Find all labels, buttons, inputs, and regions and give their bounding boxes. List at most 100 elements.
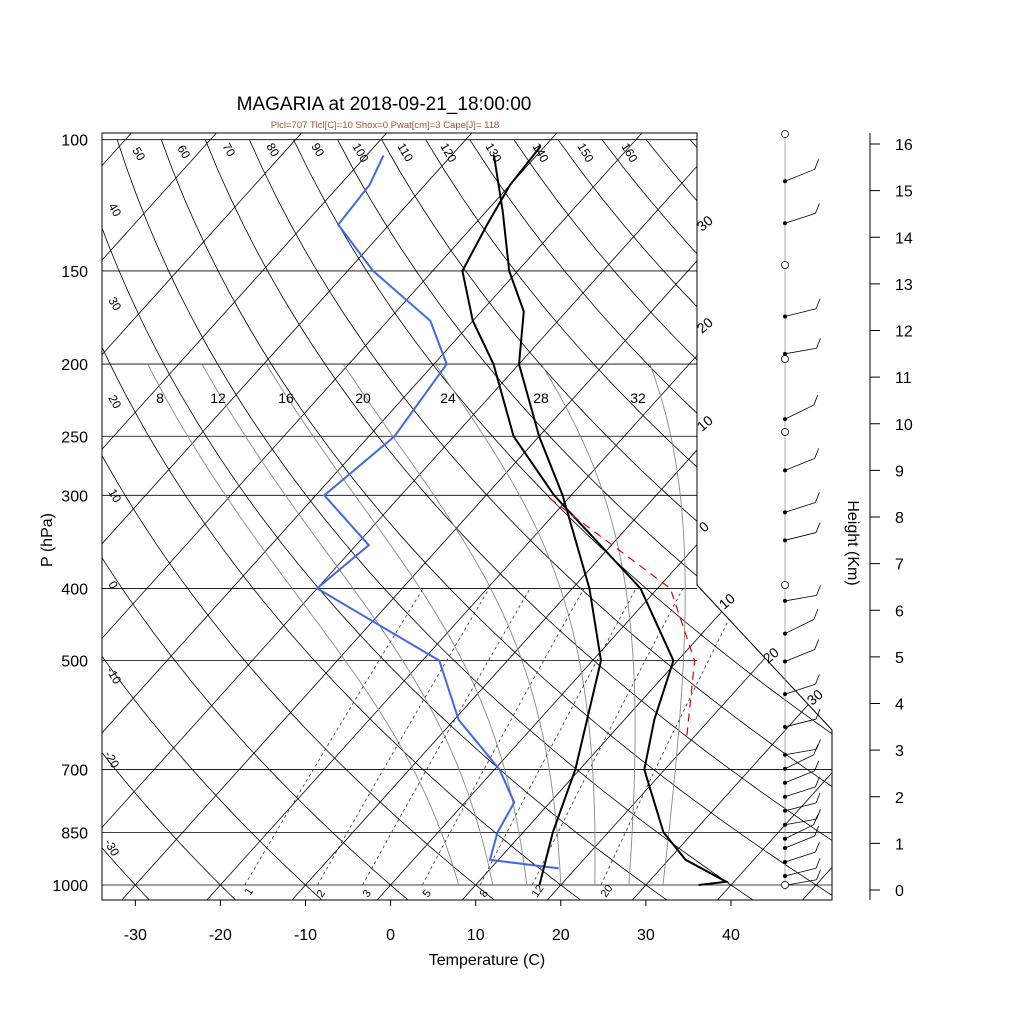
calm-wind-circle bbox=[781, 261, 789, 269]
mixing-ratio-label: 3 bbox=[361, 888, 374, 900]
height-tick-label: 13 bbox=[895, 277, 913, 294]
temperature-tick-label: 0 bbox=[386, 927, 395, 944]
moist-adiabat-line bbox=[147, 363, 460, 886]
wind-barb bbox=[784, 748, 817, 756]
wind-barb-flag bbox=[815, 492, 820, 503]
wind-barb-flag bbox=[815, 858, 821, 869]
wind-barb bbox=[784, 404, 814, 420]
moist-adiabat-label: 20 bbox=[355, 390, 371, 406]
temperature-tick-label: 20 bbox=[552, 927, 570, 944]
wind-barb bbox=[784, 649, 815, 662]
wind-barb-flag bbox=[814, 448, 820, 459]
isotherm-line bbox=[546, 133, 832, 900]
parcel-line bbox=[493, 155, 603, 886]
height-tick-label: 16 bbox=[895, 137, 913, 154]
temperature-tick-label: 10 bbox=[467, 927, 485, 944]
sounding-series bbox=[315, 145, 730, 886]
dry-adiabat-line bbox=[513, 139, 832, 900]
x-axis-label: Temperature (C) bbox=[429, 952, 545, 969]
isotherm-line bbox=[631, 133, 832, 900]
moist-adiabat-label: 24 bbox=[440, 390, 456, 406]
dry-adiabat-line bbox=[293, 139, 832, 900]
height-tick-label: 6 bbox=[895, 603, 904, 620]
wind-barb-flag bbox=[814, 825, 820, 837]
moist-adiabat-line bbox=[201, 363, 494, 886]
wind-barb-flag bbox=[816, 739, 821, 750]
dry-adiabat-line bbox=[425, 139, 832, 900]
pressure-tick-label: 200 bbox=[61, 357, 88, 374]
wind-barb-flag bbox=[814, 639, 820, 650]
mixing-ratio-label: 1 bbox=[243, 886, 256, 898]
isotherm-line bbox=[205, 133, 832, 900]
wind-barb bbox=[784, 879, 817, 886]
wind-barb bbox=[784, 532, 817, 541]
isotherm-label: 0 bbox=[105, 579, 121, 592]
dry-adiabat-label: 70 bbox=[219, 141, 238, 160]
pressure-tick-label: 150 bbox=[61, 264, 88, 281]
isotherm-right-label: 0 bbox=[696, 518, 712, 535]
wind-barb bbox=[784, 458, 815, 471]
height-tick-label: 10 bbox=[895, 417, 913, 434]
height-tick-label: 12 bbox=[895, 324, 913, 341]
isotherm-right-label: 20 bbox=[760, 644, 782, 666]
wind-barb bbox=[784, 835, 815, 849]
y-axis-label: P (hPa) bbox=[39, 513, 56, 567]
dry-adiabat-line bbox=[601, 139, 832, 900]
isotherm-line bbox=[102, 133, 396, 900]
dry-adiabat-line bbox=[337, 139, 832, 900]
dry-adiabat-label: 110 bbox=[394, 141, 416, 165]
isotherm-line bbox=[102, 133, 737, 900]
height-tick-label: 9 bbox=[895, 463, 904, 480]
height-tick-label: 8 bbox=[895, 510, 904, 527]
isotherm-line bbox=[120, 133, 822, 900]
virtual-parcel-line bbox=[545, 494, 696, 736]
wind-barb-flag bbox=[816, 869, 821, 880]
mixing-ratio-line bbox=[362, 588, 531, 886]
isotherm-label: 20 bbox=[105, 393, 124, 412]
pressure-tick-label: 1000 bbox=[52, 878, 88, 895]
dry-adiabat-line bbox=[469, 139, 832, 900]
pressure-tick-label: 400 bbox=[61, 581, 88, 598]
calm-wind-circle bbox=[781, 130, 789, 138]
dry-adiabat-line bbox=[204, 139, 832, 900]
calm-wind-circle bbox=[781, 428, 789, 436]
moist-adiabat-label: 8 bbox=[156, 390, 164, 406]
pressure-tick-label: 850 bbox=[61, 825, 88, 842]
temperature-tick-label: 30 bbox=[637, 927, 655, 944]
isotherm-line bbox=[376, 133, 832, 900]
moist-adiabat-line bbox=[265, 363, 528, 886]
isotherm-line bbox=[801, 133, 832, 900]
dry-adiabat-label: 120 bbox=[437, 141, 459, 166]
wind-barb-flag bbox=[815, 522, 821, 533]
height-tick-label: 3 bbox=[895, 743, 904, 760]
dewpoint-line bbox=[315, 155, 559, 870]
pressure-tick-label: 100 bbox=[61, 133, 88, 150]
calm-wind-circle bbox=[781, 355, 789, 363]
isotherm-label: 30 bbox=[105, 295, 124, 314]
moist-adiabat-label: 12 bbox=[210, 390, 226, 406]
isotherm-right-label: 30 bbox=[804, 686, 826, 708]
isotherm-line bbox=[102, 133, 311, 900]
dry-adiabat-label: 100 bbox=[349, 141, 371, 166]
dry-adiabat-label: 130 bbox=[482, 141, 504, 166]
chart-subtitle: Plcl=707 Tlcl[C]=10 Shox=0 Pwat[cm]=3 Ca… bbox=[271, 120, 500, 131]
dry-adiabat-line bbox=[102, 139, 669, 900]
height-tick-label: 5 bbox=[895, 650, 904, 667]
isotherm-line bbox=[290, 133, 832, 900]
dry-adiabat-line bbox=[116, 139, 755, 900]
wind-barb-flag bbox=[816, 809, 821, 820]
isotherm-line bbox=[102, 133, 141, 900]
temperature-tick-label: -20 bbox=[209, 927, 232, 944]
wind-barb-flag bbox=[813, 394, 819, 406]
pressure-tick-label: 300 bbox=[61, 488, 88, 505]
dry-adiabat-label: 90 bbox=[308, 141, 327, 160]
wind-barb bbox=[784, 867, 817, 877]
mixing-ratio-line bbox=[600, 588, 745, 886]
moist-adiabat-line bbox=[342, 363, 562, 886]
isotherm-label: 40 bbox=[105, 201, 124, 220]
isotherm-label: -10 bbox=[103, 665, 124, 687]
wind-barb bbox=[784, 786, 816, 798]
dry-adiabat-line bbox=[102, 139, 410, 900]
